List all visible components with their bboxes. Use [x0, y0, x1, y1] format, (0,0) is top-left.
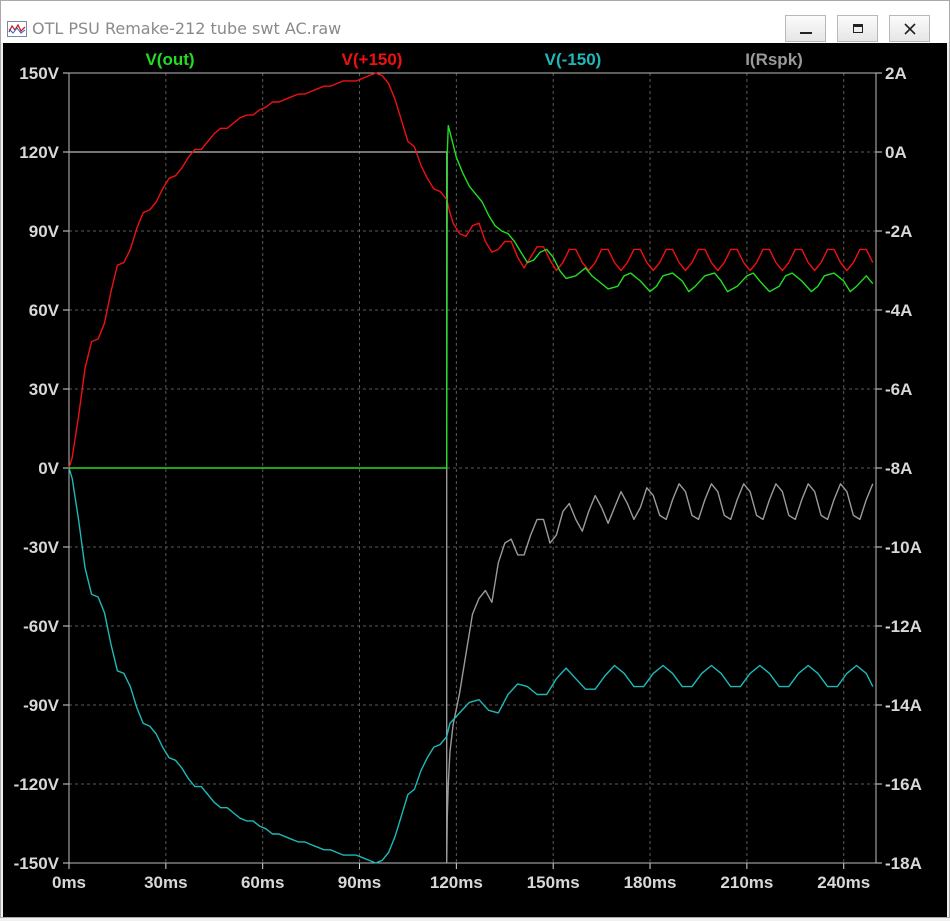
legend-entry[interactable]: V(out)	[145, 50, 194, 69]
series-line-v-150-[interactable]	[68, 467, 874, 864]
legend: V(out) V(+150) V(-150) I(Rspk)	[145, 50, 802, 69]
window-title: OTL PSU Remake-212 tube swt AC.raw	[32, 19, 342, 38]
y-left-tick-label: 0V	[38, 459, 59, 478]
y-left-tick-label: 150V	[19, 64, 59, 83]
x-tick-label: 0ms	[52, 873, 86, 892]
maximize-button[interactable]	[837, 15, 878, 42]
minimize-icon	[799, 31, 812, 34]
restore-icon	[852, 24, 863, 33]
y-left-tick-label: -150V	[14, 854, 60, 873]
axes: 0ms 30ms 60ms 90ms 120ms 150ms 180ms 210ms 240ms…	[14, 64, 922, 892]
y-right-tick-label: -12A	[885, 617, 922, 636]
y-right-tick-label: -16A	[885, 775, 922, 794]
traces	[68, 72, 874, 864]
y-right-tick-label: -14A	[885, 696, 922, 715]
x-tick-label: 90ms	[338, 873, 381, 892]
x-tick-label: 210ms	[720, 873, 773, 892]
legend-entry[interactable]: V(+150)	[342, 50, 403, 69]
plot-pane[interactable]: 0ms 30ms 60ms 90ms 120ms 150ms 180ms 210ms 240ms…	[3, 43, 947, 917]
close-button[interactable]	[889, 15, 930, 42]
x-tick-label: 150ms	[527, 873, 580, 892]
waveform-chart[interactable]: 0ms 30ms 60ms 90ms 120ms 150ms 180ms 210ms 240ms…	[3, 43, 947, 917]
y-right-tick-label: 2A	[885, 64, 907, 83]
waveform-app-icon	[7, 21, 27, 37]
y-right-tick-label: -6A	[885, 380, 912, 399]
x-tick-label: 60ms	[241, 873, 284, 892]
y-left-tick-label: -60V	[23, 617, 60, 636]
y-right-tick-label: -10A	[885, 538, 922, 557]
x-tick-label: 240ms	[817, 873, 870, 892]
y-right-tick-label: -2A	[885, 222, 912, 241]
x-tick-label: 120ms	[430, 873, 483, 892]
minimize-button[interactable]	[785, 15, 826, 42]
legend-entry[interactable]: I(Rspk)	[745, 50, 803, 69]
legend-entry[interactable]: V(-150)	[545, 50, 602, 69]
y-right-tick-label: 0A	[885, 143, 907, 162]
y-right-tick-label: -4A	[885, 301, 912, 320]
y-left-tick-label: 120V	[19, 143, 59, 162]
series-line-i-rspk-[interactable]	[69, 151, 874, 864]
y-right-tick-label: -8A	[885, 459, 912, 478]
x-tick-label: 180ms	[624, 873, 677, 892]
y-left-tick-label: -120V	[14, 775, 60, 794]
y-left-tick-label: 90V	[29, 222, 60, 241]
series-line-v-150-[interactable]	[68, 72, 874, 469]
title-bar[interactable]: OTL PSU Remake-212 tube swt AC.raw	[1, 1, 949, 43]
y-left-tick-label: 30V	[29, 380, 60, 399]
series-line-v-out-[interactable]	[69, 124, 874, 469]
close-icon	[903, 22, 916, 35]
y-left-tick-label: -90V	[23, 696, 60, 715]
y-left-tick-label: 60V	[29, 301, 60, 320]
y-right-tick-label: -18A	[885, 854, 922, 873]
x-tick-label: 30ms	[144, 873, 187, 892]
y-left-tick-label: -30V	[23, 538, 60, 557]
